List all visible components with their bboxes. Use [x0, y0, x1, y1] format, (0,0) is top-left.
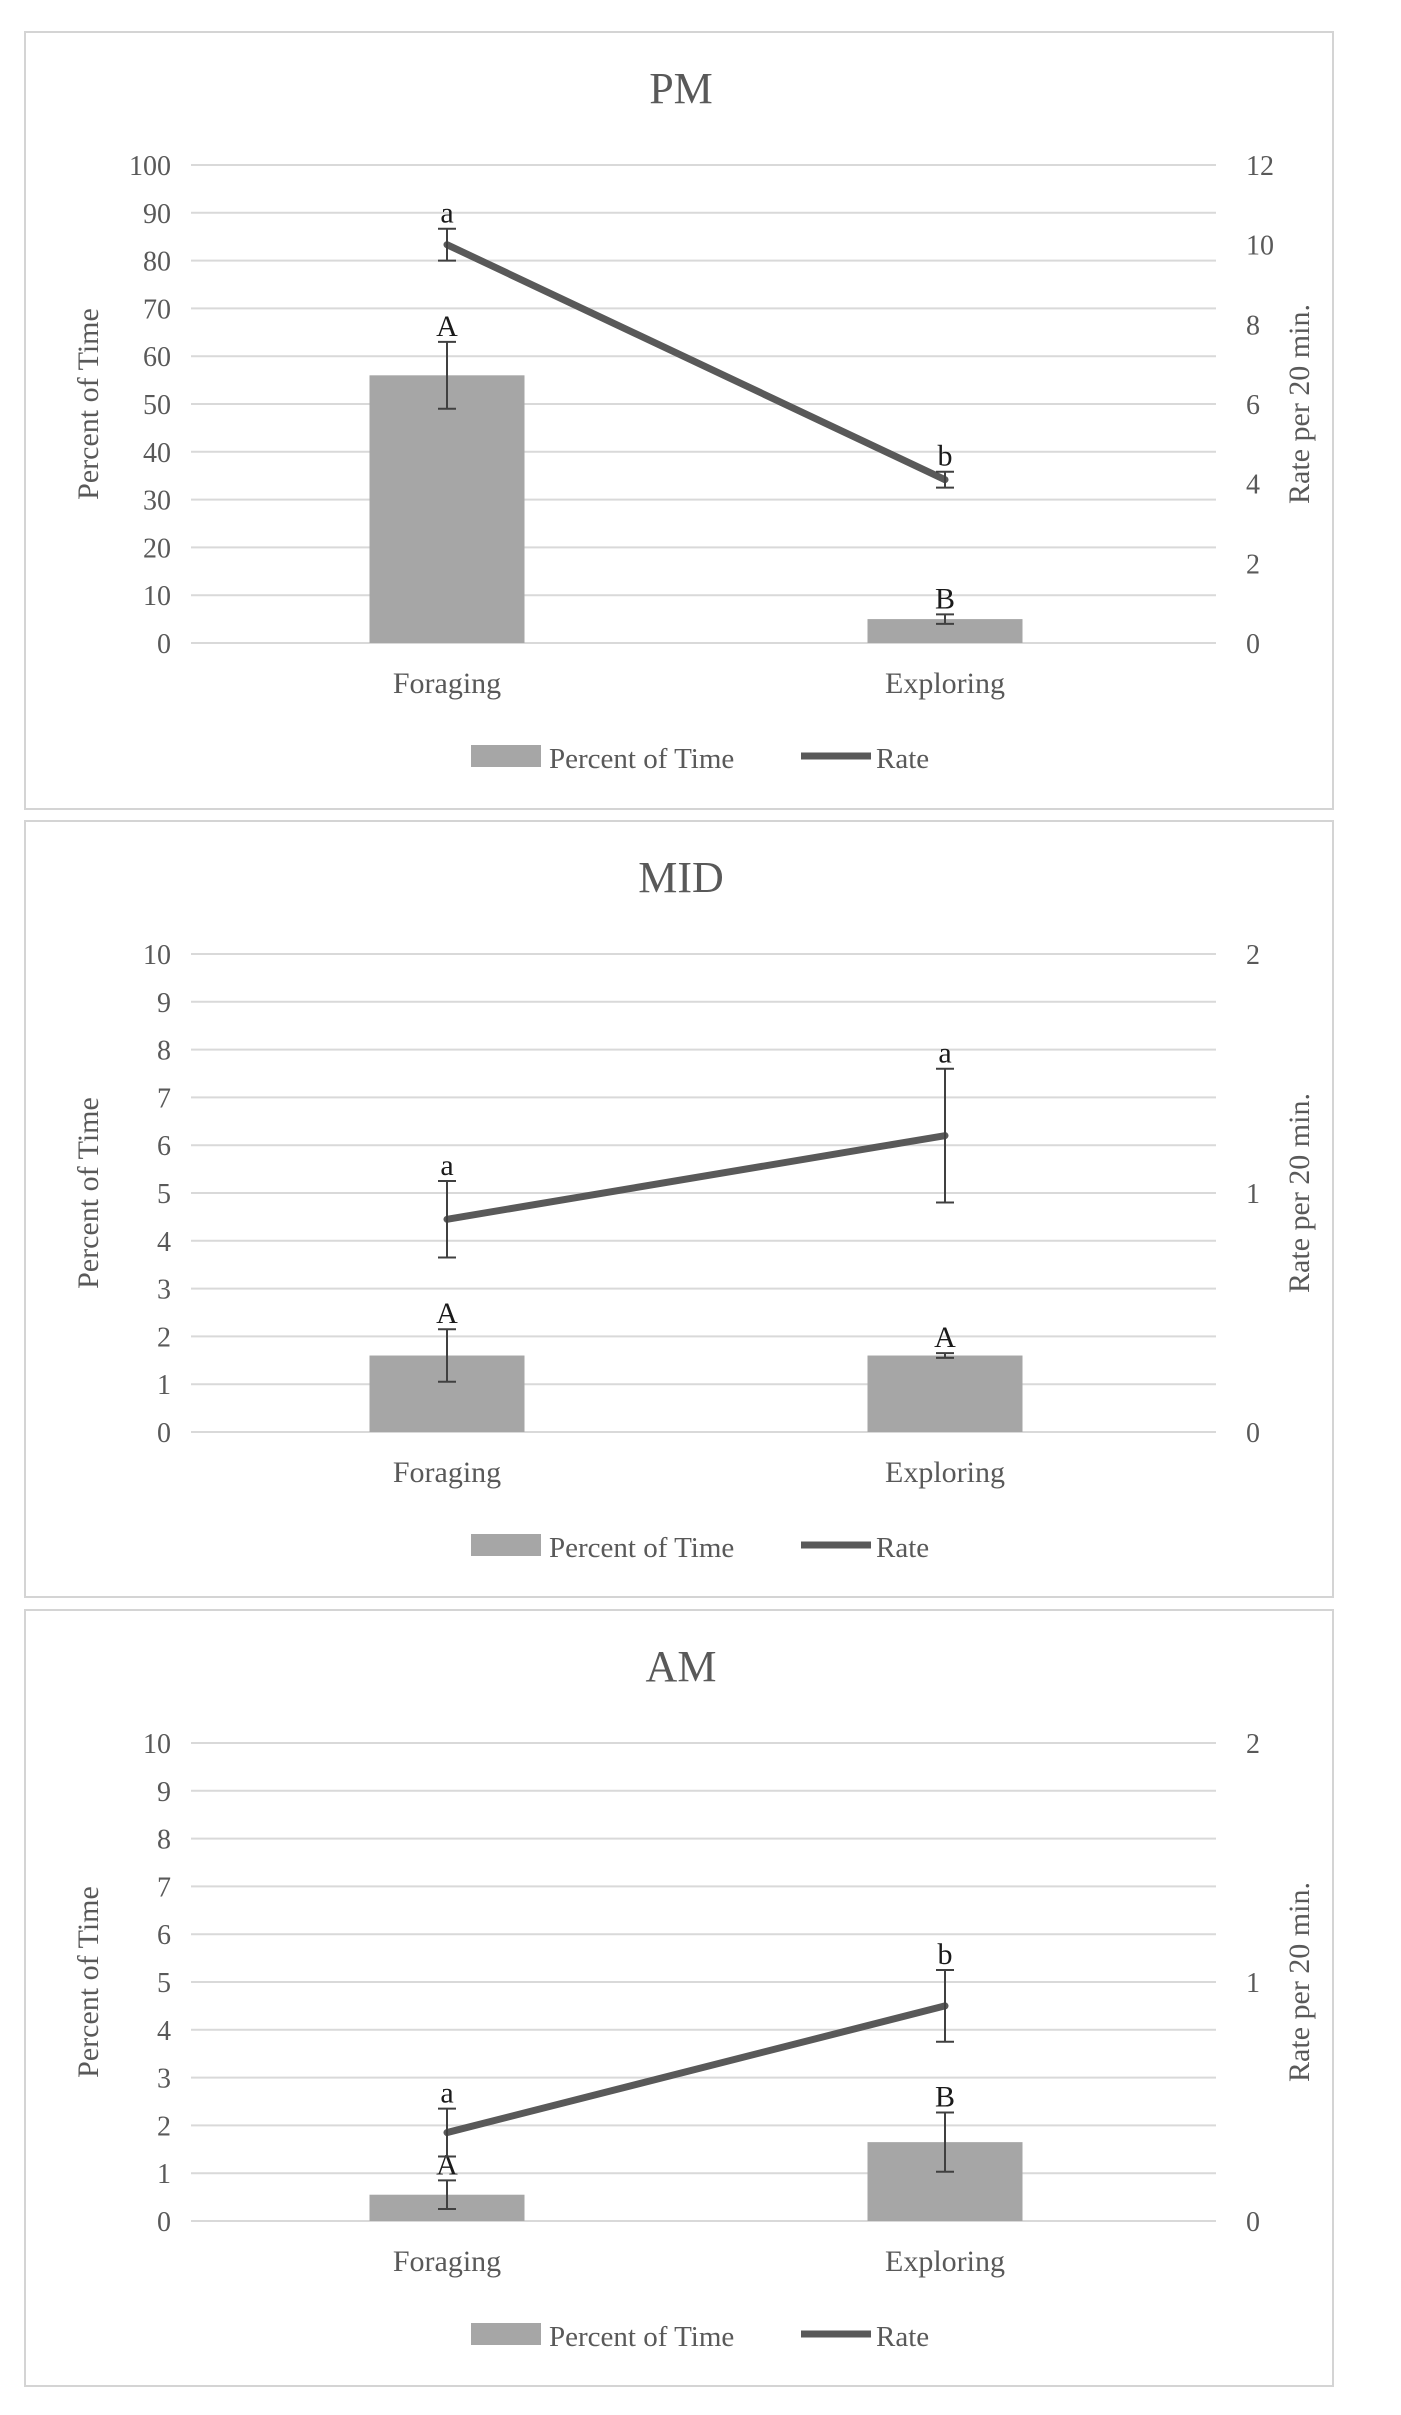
- x-tick-label: Exploring: [885, 667, 1005, 700]
- chart-panel-pm: PM 0 10 20 30 40 50 60 70 80 90 100 0 2 4 6 8 10 12 Percent…: [24, 31, 1334, 810]
- y2-tick-label: 4: [1246, 470, 1260, 501]
- y-tick-label: 7: [157, 1083, 171, 1114]
- legend-swatch-percent: [471, 1534, 541, 1556]
- y-tick-label: 100: [129, 151, 171, 182]
- y2-tick-label: 2: [1246, 940, 1260, 971]
- y-tick-label: 0: [157, 1418, 171, 1449]
- y-tick-label: 1: [157, 1370, 171, 1401]
- y-tick-label: 5: [157, 1968, 171, 1999]
- y-tick-label: 10: [143, 1729, 171, 1760]
- x-tick-label: Exploring: [885, 2245, 1005, 2278]
- y-tick-label: 3: [157, 2064, 171, 2095]
- y2-tick-label: 0: [1246, 1418, 1260, 1449]
- y2-tick-label: 1: [1246, 1968, 1260, 1999]
- y2-axis-label: Rate per 20 min.: [1283, 1093, 1316, 1293]
- bar-significance-label: A: [934, 1321, 956, 1354]
- y-tick-label: 4: [157, 1227, 171, 1258]
- y-tick-label: 10: [143, 940, 171, 971]
- rate-significance-label: a: [440, 197, 453, 230]
- rate-line: [443, 2002, 949, 2137]
- rate-significance-label: a: [440, 2077, 453, 2110]
- chart-title: AM: [646, 1642, 717, 1691]
- bar-significance-label: B: [935, 2080, 955, 2113]
- legend-label-rate: Rate: [876, 743, 929, 775]
- y-tick-label: 6: [157, 1131, 171, 1162]
- chart-title: MID: [638, 853, 724, 902]
- y-tick-label: 20: [143, 533, 171, 564]
- y-tick-label: 7: [157, 1872, 171, 1903]
- rate-significance-label: b: [938, 440, 953, 473]
- y-tick-label: 70: [143, 294, 171, 325]
- y-tick-label: 3: [157, 1275, 171, 1306]
- bar-foraging: [369, 375, 525, 643]
- y2-tick-label: 2: [1246, 549, 1260, 580]
- rate-line: [443, 1132, 949, 1223]
- legend-swatch-percent: [471, 745, 541, 767]
- bar-significance-label: A: [436, 310, 458, 343]
- x-tick-label: Exploring: [885, 1456, 1005, 1489]
- chart-panel-mid: MID 0 1 2 3 4 5 6 7 8 9 10 0 1 2 Percent of Time Rate pe…: [24, 820, 1334, 1598]
- y-tick-label: 2: [157, 1322, 171, 1353]
- chart-am: AM 0 1 2 3 4 5 6 7 8 9 10 0 1 2 Percent of Time Rate per…: [72, 1642, 1316, 2353]
- bar-significance-label: B: [935, 582, 955, 615]
- y2-tick-label: 6: [1246, 390, 1260, 421]
- rate-line: [443, 241, 949, 484]
- y2-tick-label: 0: [1246, 2207, 1260, 2238]
- y2-tick-label: 0: [1246, 629, 1260, 660]
- y-tick-label: 60: [143, 342, 171, 373]
- y-tick-label: 10: [143, 581, 171, 612]
- y-tick-label: 50: [143, 390, 171, 421]
- y2-tick-label: 12: [1246, 151, 1274, 182]
- y-tick-label: 0: [157, 629, 171, 660]
- y-tick-label: 40: [143, 438, 171, 469]
- y-tick-label: 5: [157, 1179, 171, 1210]
- y-tick-label: 30: [143, 486, 171, 517]
- y2-tick-label: 10: [1246, 231, 1274, 262]
- y2-tick-label: 8: [1246, 310, 1260, 341]
- legend-label-rate: Rate: [876, 1532, 929, 1564]
- rate-significance-label: a: [938, 1037, 951, 1070]
- bar-exploring: [867, 1355, 1023, 1432]
- bar-significance-label: A: [436, 1297, 458, 1330]
- y2-axis-label: Rate per 20 min.: [1283, 1882, 1316, 2082]
- y2-tick-label: 1: [1246, 1179, 1260, 1210]
- chart-pm: PM 0 10 20 30 40 50 60 70 80 90 100 0 2 4 6 8 10 12 Percent…: [72, 64, 1316, 775]
- y-tick-label: 80: [143, 247, 171, 278]
- chart-title: PM: [649, 64, 713, 113]
- legend-label-percent: Percent of Time: [549, 1532, 734, 1564]
- y-tick-label: 6: [157, 1920, 171, 1951]
- y-axis-label: Percent of Time: [72, 1886, 105, 2078]
- y-axis-label: Percent of Time: [72, 308, 105, 500]
- legend-label-percent: Percent of Time: [549, 2321, 734, 2353]
- y2-tick-label: 2: [1246, 1729, 1260, 1760]
- y-tick-label: 2: [157, 2111, 171, 2142]
- x-tick-label: Foraging: [393, 1456, 501, 1489]
- y-tick-label: 0: [157, 2207, 171, 2238]
- x-tick-label: Foraging: [393, 2245, 501, 2278]
- y-tick-label: 9: [157, 1777, 171, 1808]
- y-tick-label: 90: [143, 199, 171, 230]
- rate-significance-label: a: [440, 1149, 453, 1182]
- x-tick-label: Foraging: [393, 667, 501, 700]
- y2-axis-label: Rate per 20 min.: [1283, 304, 1316, 504]
- chart-mid: MID 0 1 2 3 4 5 6 7 8 9 10 0 1 2 Percent of Time Rate pe…: [72, 853, 1316, 1564]
- y-tick-label: 8: [157, 1036, 171, 1067]
- bar-exploring: [867, 619, 1023, 643]
- y-tick-label: 1: [157, 2159, 171, 2190]
- y-tick-label: 8: [157, 1825, 171, 1856]
- y-tick-label: 9: [157, 988, 171, 1019]
- legend-label-rate: Rate: [876, 2321, 929, 2353]
- chart-panel-am: AM 0 1 2 3 4 5 6 7 8 9 10 0 1 2 Percent of Time Rate per…: [24, 1609, 1334, 2387]
- y-axis-label: Percent of Time: [72, 1097, 105, 1289]
- y-tick-label: 4: [157, 2016, 171, 2047]
- legend-label-percent: Percent of Time: [549, 743, 734, 775]
- legend-swatch-percent: [471, 2323, 541, 2345]
- rate-significance-label: b: [938, 1938, 953, 1971]
